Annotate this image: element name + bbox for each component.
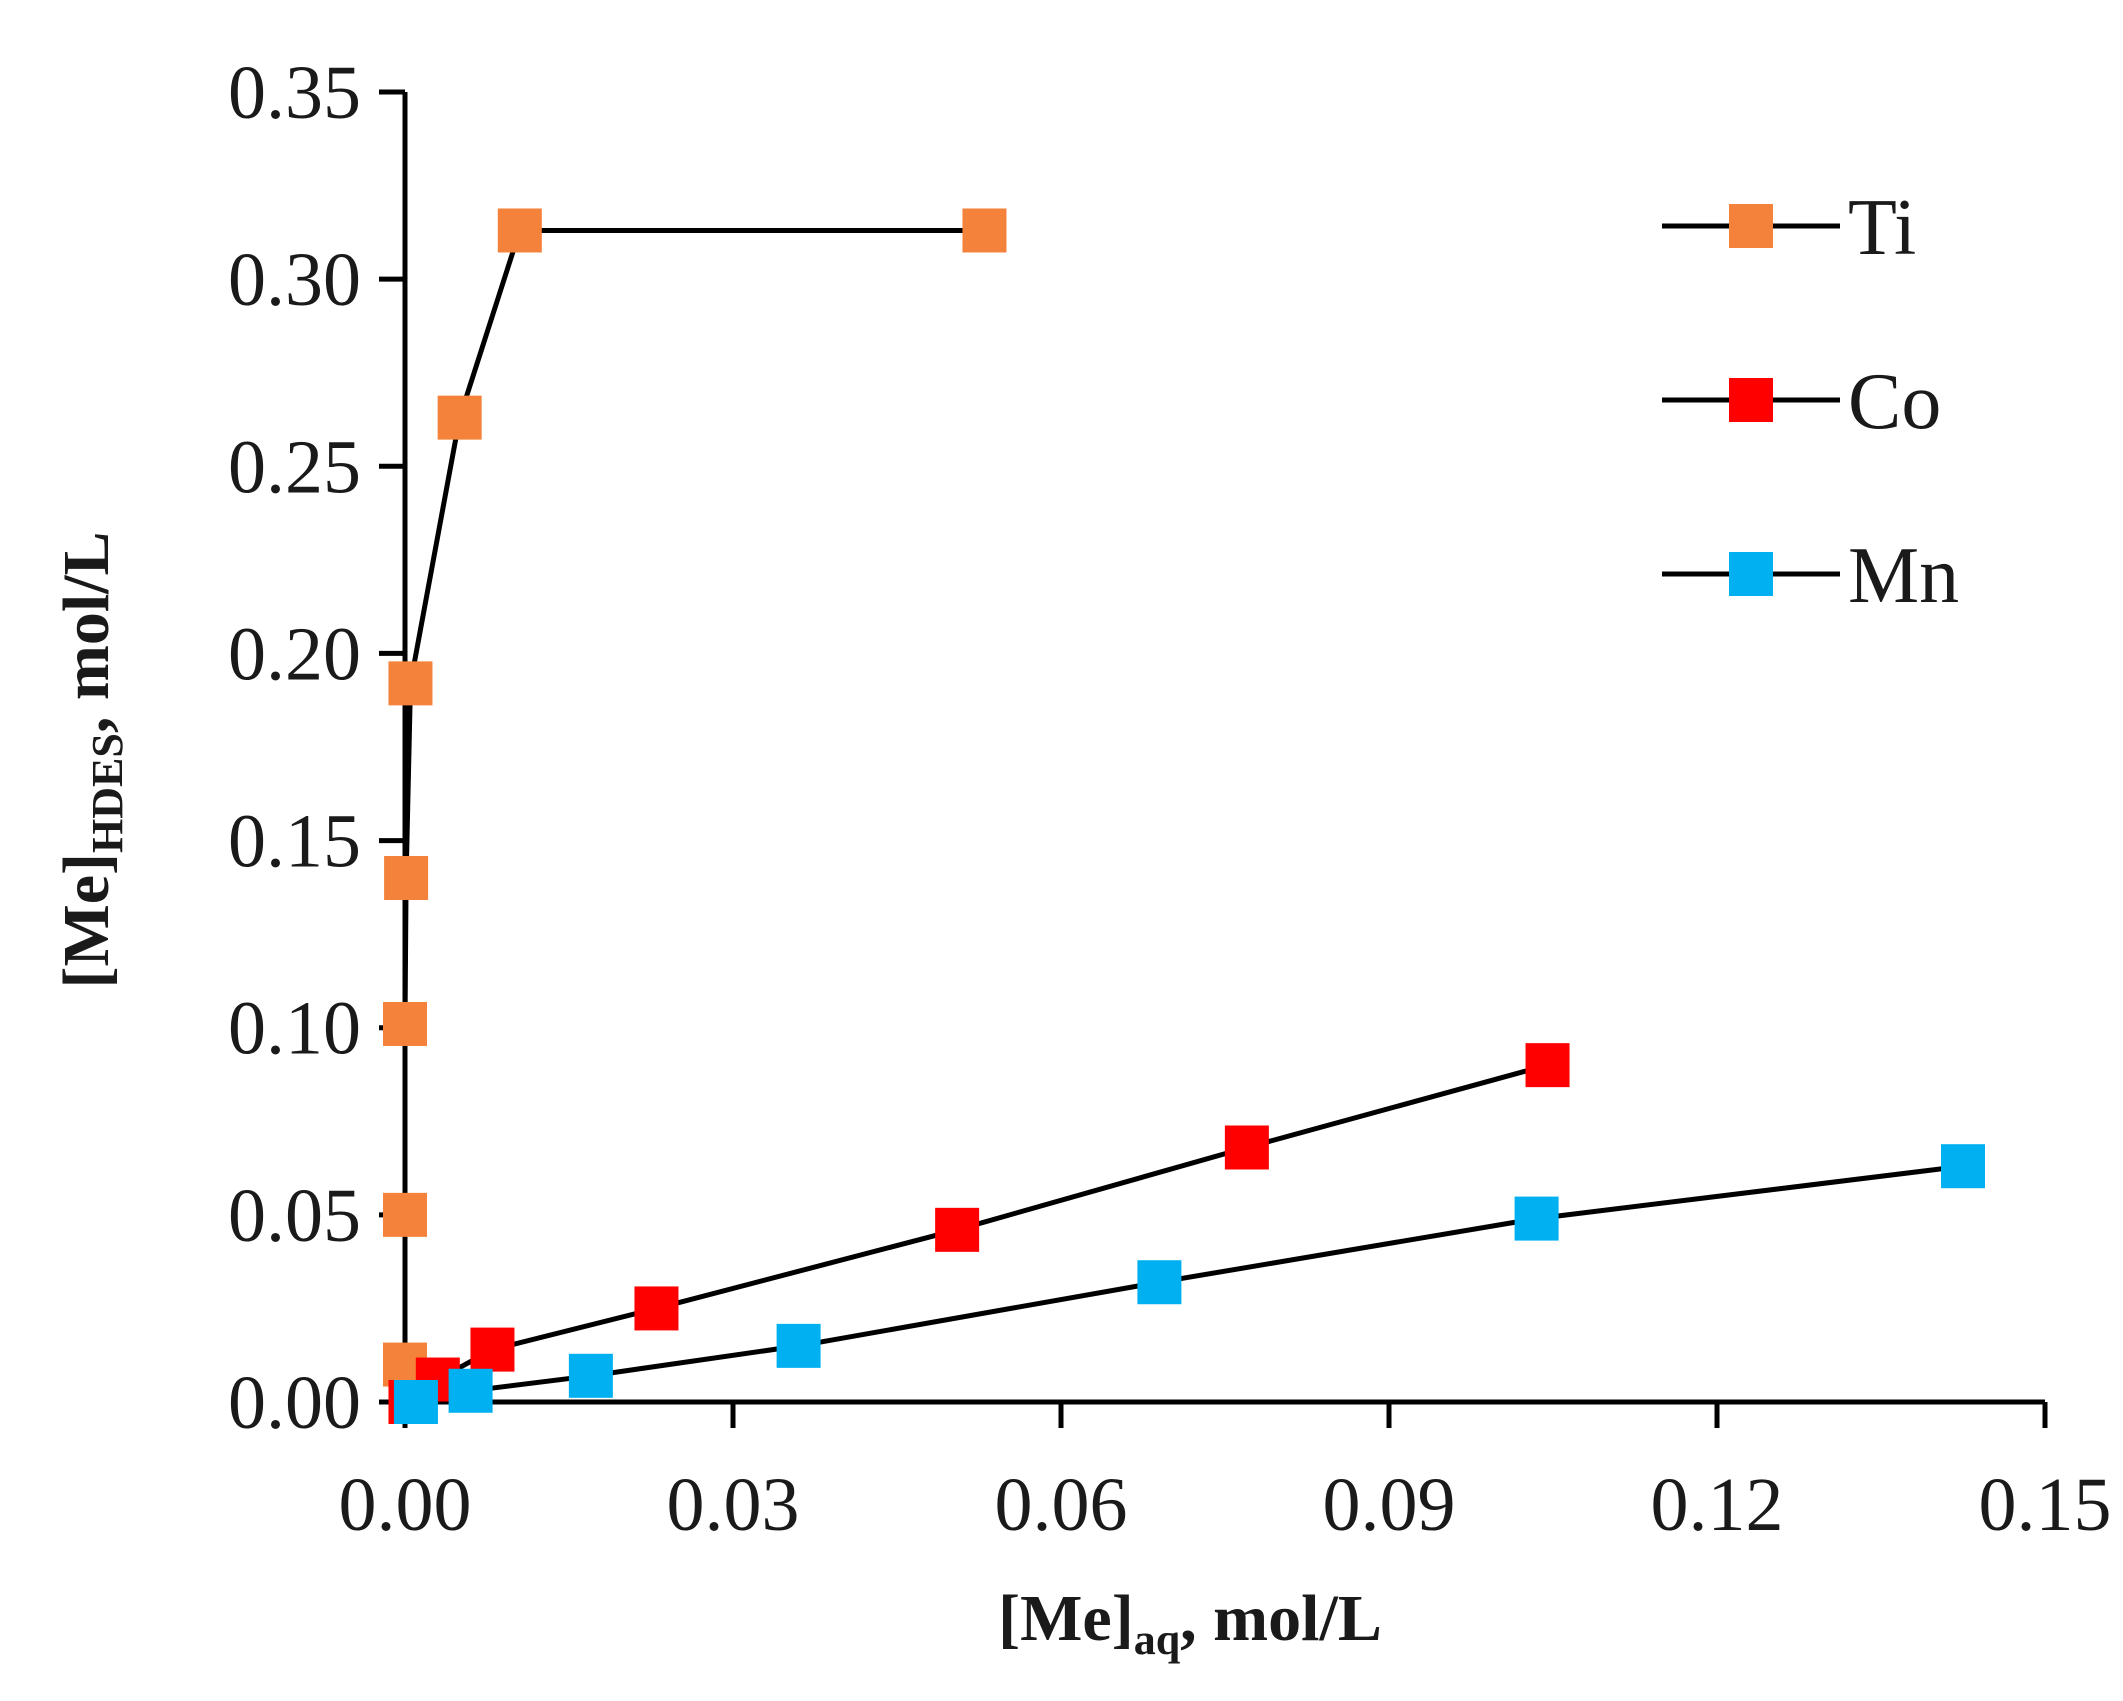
marker-co <box>634 1286 679 1331</box>
marker-ti <box>437 395 482 440</box>
marker-mn <box>568 1353 613 1398</box>
legend-marker-co <box>1729 378 1773 422</box>
y-tick-label: 0.05 <box>228 1174 361 1258</box>
x-tick-label: 0.15 <box>1979 1463 2112 1547</box>
markers-layer <box>383 208 1985 1424</box>
marker-ti <box>384 856 429 900</box>
x-tick-label: 0.09 <box>1323 1463 1456 1547</box>
marker-co <box>1224 1125 1269 1170</box>
marker-mn <box>393 1380 438 1424</box>
marker-ti <box>383 1001 427 1046</box>
ticks-layer: 0.00 0.05 0.10 0.15 0.20 0.25 0.30 0.35 0.00 0.03… <box>228 51 2112 1547</box>
y-axis-title-sub: HDES <box>83 733 132 853</box>
series-line-ti <box>402 228 985 1365</box>
y-tick-label: 0.25 <box>228 425 361 509</box>
y-tick-label: 0.20 <box>228 612 361 696</box>
marker-ti <box>388 661 433 706</box>
y-tick-label: 0.35 <box>228 51 361 135</box>
x-axis-title-sub: aq <box>1134 1615 1181 1664</box>
marker-mn <box>1514 1196 1559 1241</box>
x-axis-title: [Me]aq, mol/L <box>998 1582 1382 1664</box>
legend-item-co: Co <box>1662 358 1941 446</box>
y-axis-title-main: [Me] <box>50 853 123 989</box>
marker-co <box>935 1207 980 1252</box>
marker-ti <box>962 208 1007 253</box>
y-tick-label: 0.00 <box>228 1361 361 1445</box>
legend-label-ti: Ti <box>1848 184 1916 272</box>
y-axis-title-suffix: , mol/L <box>50 531 123 733</box>
legend-item-ti: Ti <box>1662 184 1916 272</box>
x-tick-label: 0.06 <box>995 1463 1128 1547</box>
y-axis-title: [Me]HDES, mol/L <box>50 531 132 988</box>
marker-ti <box>383 1192 427 1237</box>
marker-mn <box>776 1323 821 1368</box>
y-tick-label: 0.30 <box>228 238 361 322</box>
marker-co <box>1525 1043 1570 1088</box>
y-tick-label: 0.15 <box>228 800 361 884</box>
x-tick-label: 0.03 <box>667 1463 800 1547</box>
marker-ti <box>497 208 542 253</box>
legend-marker-mn <box>1729 552 1773 596</box>
x-axis-title-main: [Me] <box>998 1582 1134 1655</box>
legend-label-co: Co <box>1848 358 1941 446</box>
marker-mn <box>448 1368 493 1413</box>
legend: Ti Co Mn <box>1662 184 1959 620</box>
y-tick-label: 0.10 <box>228 987 361 1071</box>
legend-item-mn: Mn <box>1662 532 1959 620</box>
x-tick-label: 0.12 <box>1651 1463 1784 1547</box>
marker-mn <box>1941 1144 1985 1189</box>
axes-layer <box>402 92 2045 1405</box>
x-tick-label: 0.00 <box>339 1463 472 1547</box>
x-axis-title-suffix: , mol/L <box>1180 1582 1382 1655</box>
series-line-mn <box>415 1163 1964 1405</box>
marker-co <box>470 1327 515 1372</box>
legend-label-mn: Mn <box>1848 532 1959 620</box>
marker-mn <box>1137 1260 1182 1305</box>
legend-marker-ti <box>1729 204 1773 248</box>
